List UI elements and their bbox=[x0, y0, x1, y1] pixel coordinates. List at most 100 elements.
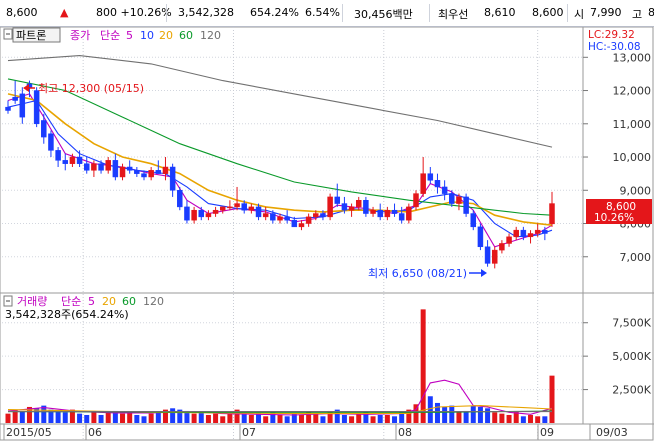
candle-body[interactable] bbox=[148, 170, 154, 178]
volume-bar[interactable] bbox=[306, 412, 312, 423]
volume-bar[interactable] bbox=[377, 414, 383, 423]
candle-body[interactable] bbox=[506, 236, 512, 244]
candle-body[interactable] bbox=[348, 206, 355, 211]
volume-bar[interactable] bbox=[356, 413, 362, 423]
candle-body[interactable] bbox=[83, 163, 90, 171]
volume-bar[interactable] bbox=[55, 410, 61, 423]
volume-bar[interactable] bbox=[513, 410, 519, 423]
candle-body[interactable] bbox=[470, 213, 477, 228]
candle-body[interactable] bbox=[177, 190, 183, 208]
candle-body[interactable] bbox=[219, 206, 226, 211]
candle-body[interactable] bbox=[377, 209, 383, 218]
candle-body[interactable] bbox=[534, 229, 541, 234]
candle-body[interactable] bbox=[527, 233, 534, 238]
volume-bar[interactable] bbox=[449, 405, 455, 423]
candle-body[interactable] bbox=[363, 199, 369, 214]
candle-body[interactable] bbox=[5, 106, 11, 111]
candle-body[interactable] bbox=[62, 160, 69, 164]
candle-body[interactable] bbox=[76, 156, 83, 164]
candle-body[interactable] bbox=[205, 213, 212, 218]
volume-bar[interactable] bbox=[84, 414, 90, 423]
candle-body[interactable] bbox=[441, 186, 448, 194]
candle-body[interactable] bbox=[406, 206, 412, 221]
volume-bar[interactable] bbox=[506, 414, 512, 423]
ma-10-label[interactable]: 10 bbox=[140, 29, 154, 42]
candle-body[interactable] bbox=[427, 173, 434, 181]
volume-bar[interactable] bbox=[155, 412, 161, 423]
candle-body[interactable] bbox=[12, 96, 18, 101]
vol-ma-120-label[interactable]: 120 bbox=[143, 295, 164, 308]
candle-body[interactable] bbox=[420, 173, 426, 194]
volume-bar[interactable] bbox=[477, 406, 483, 423]
volume-bar[interactable] bbox=[499, 413, 505, 423]
candle-body[interactable] bbox=[241, 203, 247, 211]
candle-body[interactable] bbox=[91, 163, 97, 171]
candle-body[interactable] bbox=[41, 120, 47, 138]
candle-body[interactable] bbox=[191, 209, 197, 221]
volume-bar[interactable] bbox=[12, 409, 18, 423]
volume-bar[interactable] bbox=[213, 413, 219, 423]
candle-body[interactable] bbox=[227, 206, 233, 209]
volume-bar[interactable] bbox=[413, 404, 419, 423]
volume-bar[interactable] bbox=[442, 406, 448, 423]
candlesticks[interactable] bbox=[5, 80, 555, 269]
volume-bar[interactable] bbox=[384, 414, 390, 423]
candle-body[interactable] bbox=[370, 209, 376, 214]
candle-body[interactable] bbox=[134, 170, 140, 174]
candle-body[interactable] bbox=[55, 150, 61, 161]
volume-bar[interactable] bbox=[234, 409, 240, 423]
candle-body[interactable] bbox=[499, 243, 505, 251]
volume-bar[interactable] bbox=[148, 413, 154, 423]
candle-body[interactable] bbox=[255, 206, 262, 218]
volume-bar[interactable] bbox=[184, 410, 190, 423]
volume-bar[interactable] bbox=[256, 413, 262, 423]
candle-body[interactable] bbox=[520, 229, 527, 238]
candle-body[interactable] bbox=[98, 163, 104, 171]
volume-bar[interactable] bbox=[263, 416, 269, 423]
volume-bar[interactable] bbox=[69, 409, 75, 423]
candle-body[interactable] bbox=[355, 199, 362, 208]
volume-bar[interactable] bbox=[463, 410, 469, 423]
volume-bar[interactable] bbox=[162, 409, 168, 423]
volume-bar[interactable] bbox=[549, 375, 555, 423]
candle-body[interactable] bbox=[169, 166, 176, 191]
ma-60-label[interactable]: 60 bbox=[179, 29, 193, 42]
volume-bar[interactable] bbox=[220, 416, 226, 423]
volume-bar[interactable] bbox=[105, 412, 111, 423]
candle-body[interactable] bbox=[334, 196, 341, 204]
candle-body[interactable] bbox=[212, 209, 219, 214]
candle-body[interactable] bbox=[484, 246, 491, 264]
volume-bar[interactable] bbox=[370, 416, 376, 423]
candle-body[interactable] bbox=[305, 216, 312, 224]
volume-bar[interactable] bbox=[26, 406, 32, 423]
volume-bar[interactable] bbox=[120, 413, 126, 423]
volume-bar[interactable] bbox=[399, 412, 405, 423]
volume-bar[interactable] bbox=[205, 414, 211, 423]
volume-bar[interactable] bbox=[298, 414, 304, 423]
candle-body[interactable] bbox=[198, 209, 205, 218]
volume-bar[interactable] bbox=[320, 416, 326, 423]
candle-body[interactable] bbox=[327, 196, 333, 218]
candle-body[interactable] bbox=[298, 223, 305, 228]
volume-bar[interactable] bbox=[492, 412, 498, 423]
volume-bar[interactable] bbox=[77, 413, 83, 423]
volume-bar[interactable] bbox=[141, 416, 147, 423]
candle-body[interactable] bbox=[184, 206, 190, 221]
candle-body[interactable] bbox=[234, 203, 240, 208]
volume-bar[interactable] bbox=[198, 412, 204, 423]
candle-body[interactable] bbox=[491, 249, 498, 264]
volume-bar[interactable] bbox=[334, 409, 340, 423]
volume-bar[interactable] bbox=[363, 412, 369, 423]
volume-bar[interactable] bbox=[456, 412, 462, 423]
volume-bar[interactable] bbox=[98, 414, 104, 423]
candle-body[interactable] bbox=[449, 193, 455, 204]
candle-body[interactable] bbox=[119, 166, 126, 178]
volume-bar[interactable] bbox=[349, 416, 355, 423]
volume-bar[interactable] bbox=[241, 413, 247, 423]
volume-bar[interactable] bbox=[91, 410, 97, 423]
candle-body[interactable] bbox=[277, 216, 283, 221]
volume-bar[interactable] bbox=[277, 414, 283, 423]
stock-name-box[interactable] bbox=[12, 27, 61, 43]
candle-body[interactable] bbox=[19, 93, 26, 118]
candle-body[interactable] bbox=[413, 193, 419, 208]
